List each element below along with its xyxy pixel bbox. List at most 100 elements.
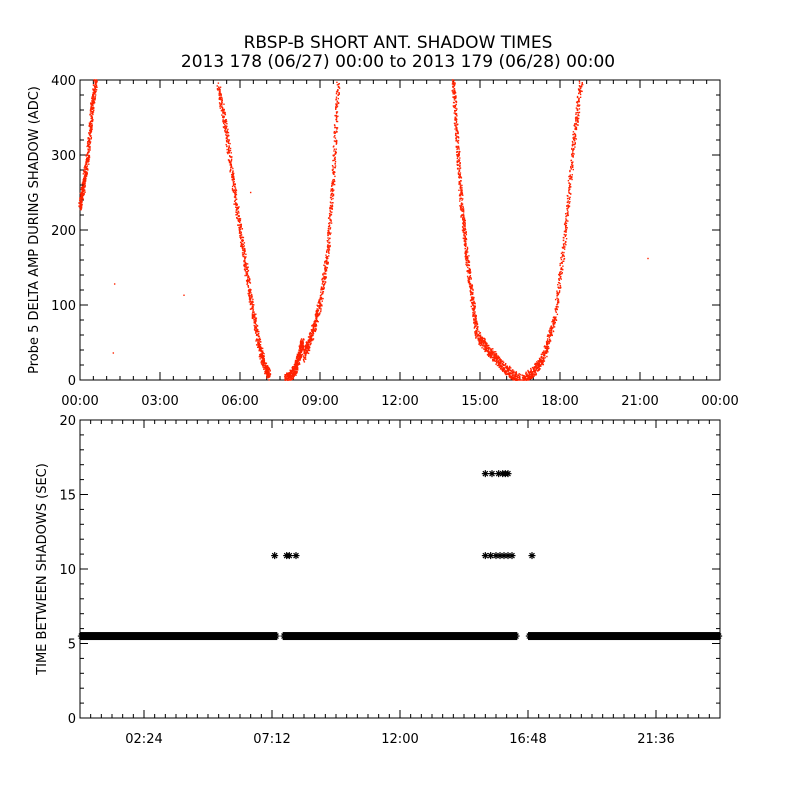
data-point: [227, 138, 229, 141]
data-point: [319, 304, 321, 307]
data-point: [335, 114, 338, 117]
data-point: [497, 363, 500, 366]
data-point: [549, 334, 552, 337]
data-point: [479, 332, 482, 334]
data-point: [491, 358, 494, 361]
data-point: [246, 272, 248, 274]
data-point: [224, 127, 226, 130]
data-point: [466, 246, 469, 249]
data-point: [263, 364, 265, 367]
data-point: [461, 226, 464, 228]
data-point: [548, 336, 550, 338]
data-point: [456, 130, 459, 132]
data-point: [261, 361, 264, 363]
data-point: [335, 148, 337, 150]
data-point: [333, 130, 336, 133]
title-line-2: 2013 178 (06/27) 00:00 to 2013 179 (06/2…: [181, 52, 615, 72]
data-point: [83, 170, 85, 172]
data-point: [265, 366, 268, 368]
data-point: [464, 255, 466, 258]
data-point: [457, 172, 460, 174]
data-point: [327, 244, 329, 246]
data-point: [459, 200, 461, 202]
data-point: [557, 284, 559, 286]
data-point: [476, 322, 478, 324]
data-point: [261, 347, 264, 350]
data-point: [493, 356, 496, 359]
data-point: [489, 349, 492, 351]
data-point: [453, 99, 456, 101]
data-point: [229, 169, 232, 172]
data-point: [320, 304, 323, 306]
data-point: [530, 370, 532, 372]
data-point: [244, 270, 246, 272]
data-point: [247, 276, 249, 278]
data-point: [242, 255, 244, 258]
data-point: [466, 251, 469, 253]
data-point: [542, 363, 545, 366]
data-point: [511, 377, 513, 380]
data-point: [247, 279, 249, 282]
data-point: [470, 288, 472, 290]
data-point: [93, 91, 96, 93]
data-point: [289, 373, 292, 376]
data-point: [91, 103, 94, 106]
data-point: [514, 372, 517, 374]
data-point: [518, 378, 521, 381]
data-point: [552, 330, 554, 332]
data-point: [254, 332, 257, 334]
data-point: [335, 143, 338, 145]
data-point: [230, 161, 232, 164]
data-point: [247, 275, 250, 277]
data-point: [92, 120, 94, 122]
data-point: [472, 312, 474, 314]
data-point: [459, 162, 461, 164]
x-tick-label: 00:00: [701, 394, 738, 409]
data-point: [260, 356, 262, 358]
data-point: [334, 126, 336, 129]
data-point: [571, 166, 574, 169]
data-point: [231, 174, 234, 176]
data-point: [466, 258, 469, 260]
data-point: [496, 360, 499, 362]
data-point: [485, 343, 487, 345]
data-point: [330, 219, 332, 221]
data-point: [487, 351, 490, 354]
data-point: [333, 140, 336, 142]
data-point: [535, 367, 537, 370]
data-point: [561, 254, 564, 257]
data-point: [314, 313, 317, 316]
data-point: [269, 373, 271, 375]
data-point: [490, 349, 493, 351]
data-point: [88, 133, 91, 136]
data-point: [483, 341, 485, 343]
data-point: [564, 213, 567, 215]
data-point: [502, 367, 504, 370]
data-point: [308, 341, 311, 344]
data-point: [552, 316, 555, 319]
data-point: [94, 87, 96, 89]
data-point: [226, 136, 228, 138]
data-point: [334, 132, 336, 134]
data-point: [532, 375, 534, 378]
data-point: [259, 344, 262, 346]
data-point: [87, 141, 90, 143]
data-point: [240, 223, 243, 226]
data-point: [240, 237, 242, 240]
data-point: [317, 309, 319, 311]
data-point: [465, 255, 468, 258]
data-point: [307, 340, 310, 343]
data-point: [81, 203, 83, 206]
data-point: [228, 159, 230, 162]
data-point: [236, 218, 239, 220]
data-point: [558, 274, 561, 276]
top-chart: 00:00 03:00 06:00 09:00 12:00 15:00 18:00 21:00…: [27, 74, 739, 409]
data-point: [547, 351, 549, 353]
data-point: [564, 224, 567, 227]
data-point: [95, 84, 98, 86]
x-tick-label: 06:00: [221, 394, 258, 409]
data-point: [566, 227, 568, 229]
data-point: [534, 369, 536, 371]
data-point: [468, 260, 470, 262]
data-point: [516, 379, 518, 381]
